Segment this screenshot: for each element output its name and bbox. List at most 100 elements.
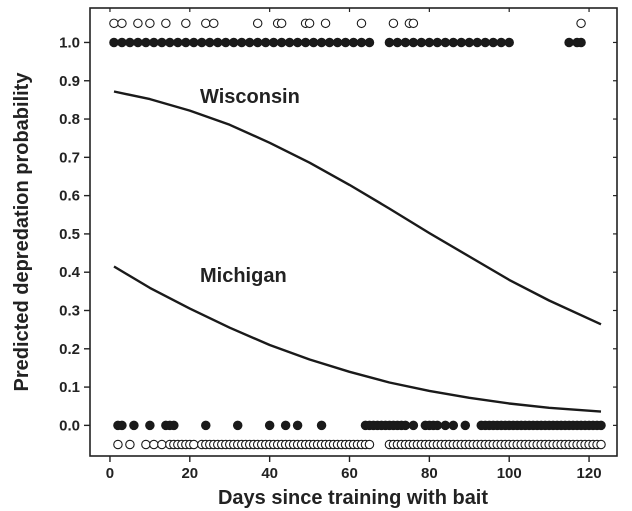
michigan-depredation-point	[464, 37, 475, 48]
x-tick-label: 20	[181, 465, 198, 482]
michigan-depredation-point	[181, 37, 191, 48]
michigan-no-depredation-point	[280, 420, 291, 431]
x-tick-label: 120	[577, 465, 602, 482]
michigan-no-depredation-point	[316, 420, 327, 431]
x-tick-label: 0	[106, 465, 114, 482]
y-tick-label: 0.6	[59, 188, 80, 205]
michigan-depredation-point	[576, 37, 586, 48]
michigan-depredation-point	[348, 37, 359, 48]
michigan-depredation-point	[197, 37, 207, 48]
plot-frame	[89, 7, 618, 457]
michigan-no-depredation-point	[400, 420, 411, 431]
y-tick-label: 0.7	[59, 149, 80, 166]
michigan-depredation-point	[316, 37, 327, 48]
wisconsin-depredation-point	[320, 18, 331, 29]
michigan-depredation-point	[213, 37, 223, 48]
wisconsin-no-depredation-point	[157, 439, 167, 450]
michigan-depredation-point	[424, 37, 435, 48]
michigan-no-depredation-point	[596, 420, 606, 431]
y-tick-label: 1.0	[59, 34, 80, 51]
michigan-no-depredation-point	[408, 420, 419, 431]
x-axis-title: Days since training with bait	[218, 487, 488, 509]
michigan-depredation-point	[284, 37, 295, 48]
michigan-depredation-point	[392, 37, 403, 48]
michigan-depredation-point	[416, 37, 427, 48]
michigan-no-depredation-point	[117, 420, 127, 431]
michigan-depredation-point	[236, 37, 247, 48]
wisconsin-no-depredation-point	[364, 439, 375, 450]
michigan-depredation-point	[480, 37, 490, 48]
michigan-depredation-point	[308, 37, 319, 48]
michigan-depredation-point	[109, 37, 119, 48]
x-tick-label: 60	[341, 465, 358, 482]
michigan-depredation-point	[448, 37, 459, 48]
wisconsin-depredation-point	[276, 18, 287, 29]
michigan-no-depredation-point	[232, 420, 243, 431]
michigan-depredation-point	[400, 37, 411, 48]
michigan-depredation-point	[252, 37, 263, 48]
michigan-no-depredation-point	[201, 420, 211, 431]
y-tick-label: 0.2	[59, 341, 80, 358]
michigan-depredation-point	[300, 37, 311, 48]
michigan-depredation-point	[472, 37, 483, 48]
michigan-depredation-point	[165, 37, 175, 48]
michigan-depredation-point	[133, 37, 143, 48]
michigan-label: Michigan	[200, 265, 287, 287]
michigan-depredation-point	[324, 37, 335, 48]
michigan-depredation-point	[220, 37, 231, 48]
wisconsin-depredation-point	[408, 18, 419, 29]
michigan-depredation-point	[149, 37, 159, 48]
michigan-depredation-point	[364, 37, 375, 48]
michigan-depredation-point	[141, 37, 151, 48]
wisconsin-depredation-point	[201, 18, 211, 29]
michigan-no-depredation-point	[264, 420, 275, 431]
michigan-depredation-point	[332, 37, 343, 48]
x-tick-label: 80	[421, 465, 438, 482]
michigan-no-depredation-point	[432, 420, 443, 431]
wisconsin-depredation-point	[576, 18, 586, 29]
wisconsin-no-depredation-point	[141, 439, 151, 450]
x-tick-label: 100	[497, 465, 522, 482]
michigan-no-depredation-point	[129, 420, 139, 431]
wisconsin-depredation-point	[356, 18, 367, 29]
wisconsin-depredation-point	[181, 18, 191, 29]
x-tick-label: 40	[261, 465, 278, 482]
michigan-depredation-point	[408, 37, 419, 48]
wisconsin-depredation-point	[161, 18, 171, 29]
wisconsin-depredation-point	[133, 18, 143, 29]
michigan-no-depredation-point	[292, 420, 303, 431]
wisconsin-no-depredation-point	[125, 439, 135, 450]
wisconsin-no-depredation-point	[113, 439, 123, 450]
y-tick-label: 0.9	[59, 73, 80, 90]
michigan-depredation-point	[189, 37, 199, 48]
michigan-depredation-point	[173, 37, 183, 48]
michigan-depredation-point	[504, 37, 514, 48]
michigan-depredation-point	[292, 37, 303, 48]
michigan-depredation-point	[488, 37, 498, 48]
wisconsin-depredation-point	[209, 18, 219, 29]
wisconsin-depredation-point	[252, 18, 263, 29]
wisconsin-depredation-point	[145, 18, 155, 29]
michigan-no-depredation-point	[460, 420, 471, 431]
y-axis-title: Predicted depredation probability	[11, 72, 33, 392]
axis-ticks: 0 20 40 60 80 100 120 0.0 0.1 0.2 0.3 0.4 0.5 0.6 0.7 0…	[59, 8, 617, 482]
y-tick-label: 0.1	[59, 379, 80, 396]
michigan-no-depredation-point	[169, 420, 179, 431]
michigan-no-depredation-point	[145, 420, 155, 431]
wisconsin-depredation-point	[109, 18, 119, 29]
wisconsin-depredation-point	[304, 18, 315, 29]
michigan-depredation-point	[205, 37, 215, 48]
michigan-depredation-point	[340, 37, 351, 48]
michigan-depredation-point	[496, 37, 506, 48]
fitted-curves	[113, 90, 602, 413]
observation-points	[109, 18, 606, 450]
wisconsin-curve	[113, 90, 602, 326]
michigan-no-depredation-point	[448, 420, 459, 431]
wisconsin-no-depredation-point	[596, 439, 606, 450]
wisconsin-no-depredation-point	[149, 439, 159, 450]
wisconsin-depredation-point	[388, 18, 399, 29]
y-tick-label: 0.5	[59, 226, 80, 243]
wisconsin-label: Wisconsin	[200, 86, 300, 108]
michigan-depredation-point	[356, 37, 367, 48]
michigan-depredation-point	[268, 37, 279, 48]
